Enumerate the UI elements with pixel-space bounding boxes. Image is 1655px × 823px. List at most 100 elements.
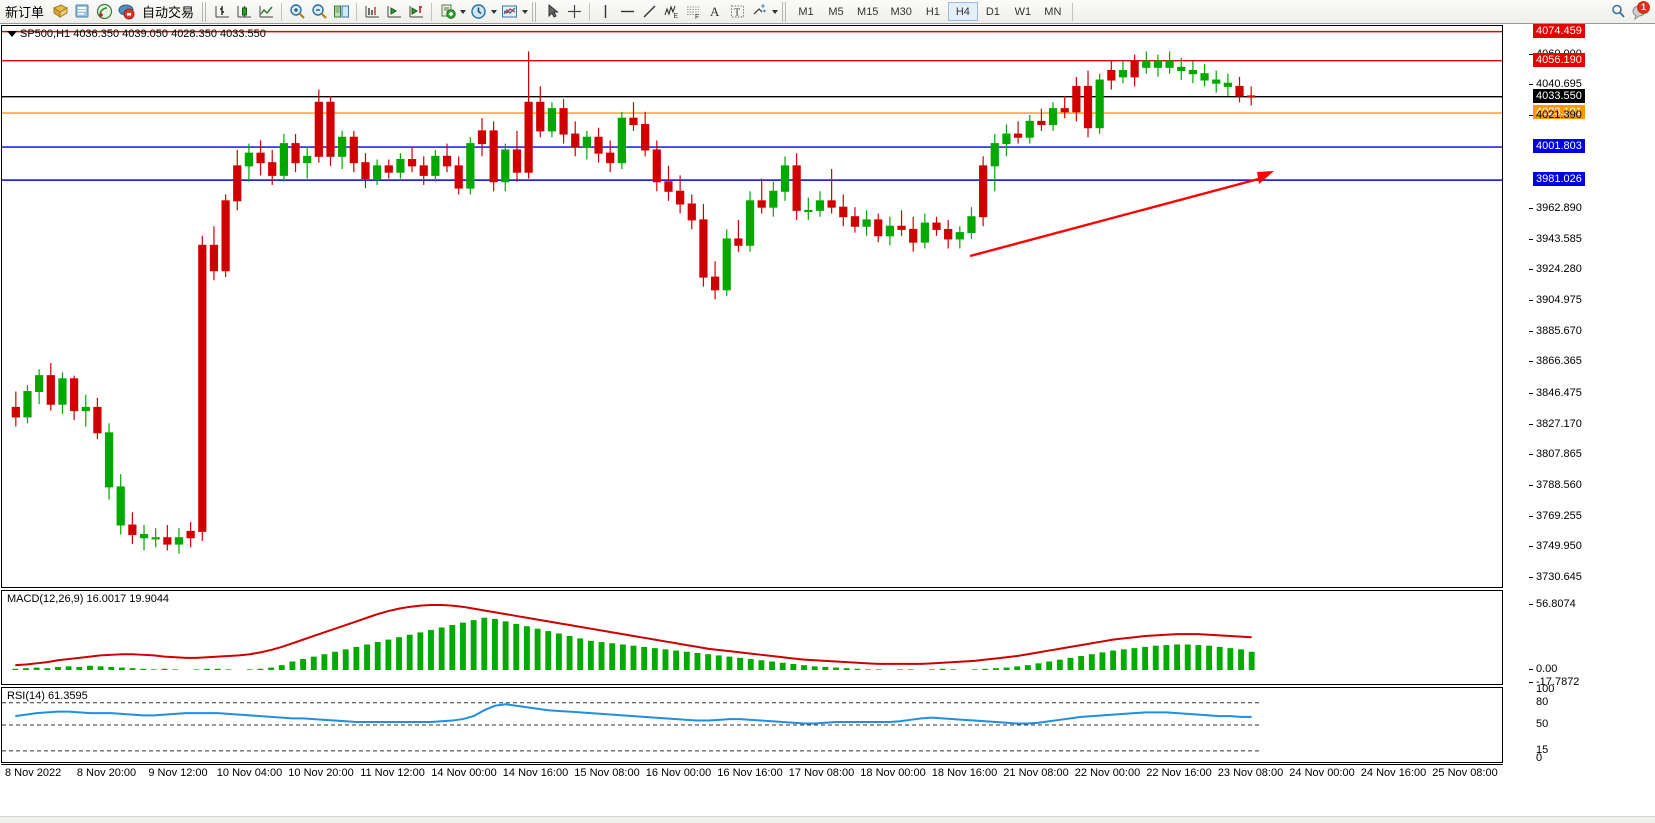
candle-body (372, 165, 382, 180)
data-window-icon[interactable] (361, 2, 383, 22)
chevron-down-icon-chart[interactable] (458, 2, 467, 22)
timeframe-m5[interactable]: M5 (828, 6, 844, 18)
candle-body (35, 375, 44, 393)
macd-axis-label: 0.00 (1536, 663, 1558, 675)
macd-signal-line (15, 604, 1252, 667)
price-level-tag[interactable]: 4056.190 (1533, 52, 1585, 67)
candle-body (69, 378, 79, 412)
price-level-tag[interactable]: 4033.550 (1533, 88, 1585, 103)
candle-body (1107, 69, 1116, 81)
alerts-badge-count: 1 (1637, 0, 1650, 14)
timeframe-m15[interactable]: M15 (857, 6, 879, 18)
tile-windows-icon[interactable] (330, 2, 352, 22)
candle-body (664, 181, 673, 192)
period-icon[interactable] (467, 2, 489, 22)
timeframe-m1[interactable]: M1 (798, 6, 814, 18)
rsi-axis-label: 80 (1536, 695, 1549, 708)
candle-body (804, 209, 813, 213)
vline-icon[interactable] (594, 2, 616, 22)
candle-body (221, 200, 230, 272)
new-chart-icon[interactable] (436, 2, 458, 22)
time-axis-label: 8 Nov 20:00 (76, 767, 137, 779)
timeframe-d1[interactable]: D1 (985, 6, 1000, 18)
candle-body (932, 222, 941, 230)
text-icon[interactable]: A (704, 2, 726, 22)
candle-body (885, 225, 895, 237)
new-order-button[interactable]: 新订单 (0, 1, 49, 23)
timeframe-h1[interactable]: H1 (925, 6, 940, 18)
crosshair-icon[interactable] (563, 2, 585, 22)
zoom-out-icon[interactable] (308, 2, 330, 22)
candle-body (582, 136, 591, 148)
bar-chart-icon[interactable] (211, 2, 233, 22)
hline-icon[interactable] (616, 2, 638, 22)
timeframe-h4[interactable]: H4 (947, 2, 978, 21)
autotrading-icon[interactable] (115, 2, 137, 22)
elliott-icon[interactable]: E (660, 2, 682, 22)
rsi-panel[interactable]: RSI(14) 61.3595 (1, 687, 1503, 763)
time-axis[interactable]: 8 Nov 2022 8 Nov 20:00 9 Nov 12:00 10 Nov 0… (1, 764, 1503, 782)
indicators-icon[interactable] (498, 2, 520, 22)
chevron-down-icon-indicators[interactable] (520, 2, 529, 22)
candle-body (58, 378, 67, 405)
label-icon[interactable]: T (726, 2, 748, 22)
signal-icon[interactable] (93, 2, 115, 22)
timeframe-mn[interactable]: MN (1044, 6, 1062, 18)
candle-body (559, 108, 568, 135)
candle-body (1060, 108, 1069, 113)
book-icon[interactable] (49, 2, 71, 22)
autotrading-button[interactable]: 自动交易 (137, 1, 199, 23)
candle-body (303, 155, 312, 164)
price-axis[interactable]: 4074.4594060.0004056.1904040.6954033.550… (1503, 23, 1651, 588)
price-axis-tick (1529, 114, 1533, 116)
candle-body (524, 101, 533, 173)
terminal-icon[interactable] (71, 2, 93, 22)
cursor-icon[interactable] (541, 2, 563, 22)
candle-body (897, 225, 906, 230)
shift-chart-icon[interactable] (383, 2, 405, 22)
alerts-icon[interactable]: 1 (1629, 0, 1651, 22)
candle-body (955, 232, 964, 240)
candle-body (862, 219, 871, 227)
candle-body (128, 524, 137, 536)
candle-body (93, 406, 102, 434)
candle-body (139, 534, 149, 539)
candle-body (1153, 60, 1163, 68)
objects-icon[interactable] (748, 2, 770, 22)
fibonacci-icon[interactable]: F (682, 2, 704, 22)
chevron-down-icon-period[interactable] (489, 2, 498, 22)
price-level-tag[interactable]: 4074.459 (1533, 23, 1585, 38)
candle-body (827, 200, 836, 208)
svg-text:E: E (673, 13, 678, 20)
toolbar-divider (281, 2, 283, 21)
candle-body (431, 155, 440, 176)
chart-collapse-arrow-icon[interactable] (7, 31, 17, 37)
line-chart-icon[interactable] (255, 2, 277, 22)
candle-body (571, 133, 580, 148)
macd-panel[interactable]: MACD(12,26,9) 16.0017 19.9044 (1, 590, 1503, 685)
candle-body (396, 158, 405, 173)
candle-body (338, 136, 347, 157)
timeframe-m30[interactable]: M30 (890, 6, 912, 18)
price-axis-tick (1529, 299, 1533, 301)
price-level-tag[interactable]: 4001.803 (1533, 139, 1585, 154)
search-icon[interactable] (1607, 2, 1629, 22)
price-level-tag[interactable]: 3981.026 (1533, 172, 1585, 187)
trendline-icon[interactable] (638, 2, 660, 22)
price-panel[interactable]: SP500,H1 4036.350 4039.050 4028.350 4033… (1, 25, 1503, 588)
time-axis-label: 10 Nov 20:00 (288, 767, 354, 779)
price-level-tag[interactable]: 4023.191 (1533, 105, 1585, 120)
candle-body (233, 165, 242, 202)
time-axis-label: 18 Nov 00:00 (860, 767, 926, 779)
candle-body (407, 158, 417, 167)
chart-window[interactable]: SP500,H1 4036.350 4039.050 4028.350 4033… (0, 23, 1655, 823)
auto-scroll-icon[interactable] (405, 2, 427, 22)
chevron-down-icon-objects[interactable] (770, 2, 779, 22)
timeframe-group: M1 M5 M15 M30 H1 H4 D1 W1 MN (791, 2, 1068, 21)
price-axis-tick (1529, 238, 1533, 240)
horizontal-scrollbar[interactable] (0, 816, 1655, 823)
candlestick-icon[interactable] (233, 2, 255, 22)
candle-body (687, 203, 696, 221)
zoom-in-icon[interactable] (286, 2, 308, 22)
timeframe-w1[interactable]: W1 (1014, 6, 1032, 18)
